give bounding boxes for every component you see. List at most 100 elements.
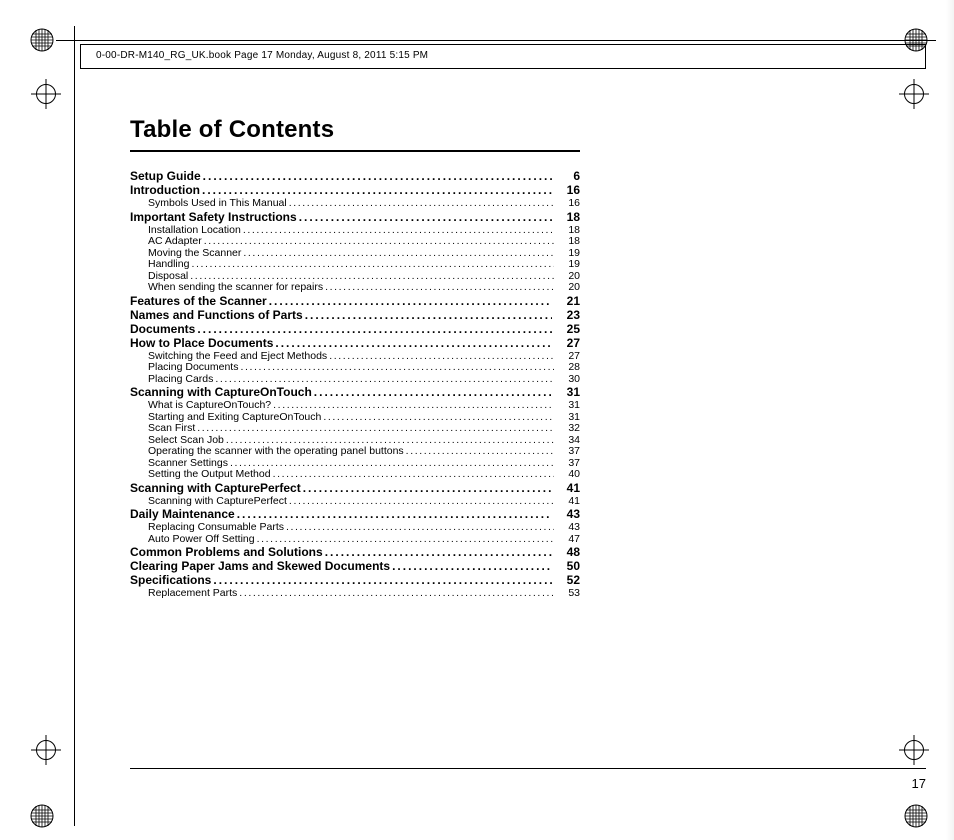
page-number: 17 — [912, 776, 926, 791]
toc-leader — [269, 295, 552, 307]
toc-page: 53 — [556, 588, 580, 599]
toc-subitem: Placing Documents28 — [130, 362, 580, 373]
toc-section: How to Place Documents 27 — [130, 337, 580, 349]
table-of-contents: Setup Guide6Introduction16Symbols Used i… — [130, 170, 580, 599]
toc-label: Placing Documents — [148, 362, 238, 373]
toc-label: Scanning with CapturePerfect — [148, 496, 287, 507]
toc-subitem: Disposal20 — [130, 271, 580, 282]
toc-leader — [204, 236, 554, 247]
toc-subitem: Replacement Parts53 — [130, 588, 580, 599]
toc-subitem: What is CaptureOnTouch?31 — [130, 400, 580, 411]
toc-leader — [202, 184, 552, 196]
source-file-path: 0-00-DR-M140_RG_UK.book Page 17 Monday, … — [96, 50, 428, 61]
toc-label: Features of the Scanner — [130, 295, 267, 307]
toc-page: 27 — [554, 337, 580, 349]
toc-leader — [230, 458, 554, 469]
toc-subitem: Placing Cards30 — [130, 374, 580, 385]
toc-leader — [273, 400, 554, 411]
toc-page: 18 — [556, 225, 580, 236]
header-rule — [925, 44, 926, 68]
toc-label: Scanning with CapturePerfect — [130, 482, 301, 494]
toc-page: 37 — [556, 458, 580, 469]
toc-leader — [191, 259, 554, 270]
toc-leader — [213, 574, 552, 586]
toc-leader — [275, 337, 552, 349]
toc-leader — [243, 225, 554, 236]
toc-leader — [329, 351, 554, 362]
scanned-page: { "header": { "path_line": "0-00-DR-M140… — [0, 0, 954, 840]
toc-label: Scanner Settings — [148, 458, 228, 469]
toc-subitem: When sending the scanner for repairs20 — [130, 282, 580, 293]
toc-page: 47 — [556, 534, 580, 545]
toc-leader — [257, 534, 554, 545]
toc-section: Documents25 — [130, 323, 580, 335]
toc-section: Introduction16 — [130, 184, 580, 196]
toc-label: Specifications — [130, 574, 211, 586]
toc-page: 23 — [554, 309, 580, 321]
toc-label: Operating the scanner with the operating… — [148, 446, 404, 457]
toc-page: 27 — [556, 351, 580, 362]
footer-rule — [130, 768, 926, 769]
toc-label: Introduction — [130, 184, 200, 196]
toc-subitem: Handling19 — [130, 259, 580, 270]
toc-label: Scanning with CaptureOnTouch — [130, 386, 312, 398]
toc-subitem: Operating the scanner with the operating… — [130, 446, 580, 457]
toc-leader — [303, 482, 552, 494]
header-rule — [80, 68, 926, 69]
toc-label: Select Scan Job — [148, 435, 224, 446]
toc-subitem: Setting the Output Method 40 — [130, 469, 580, 480]
registration-mark-icon — [36, 740, 56, 760]
page-title: Table of Contents — [130, 116, 580, 144]
toc-page: 16 — [556, 198, 580, 209]
toc-subitem: AC Adapter18 — [130, 236, 580, 247]
toc-leader — [197, 423, 554, 434]
toc-section: Scanning with CapturePerfect41 — [130, 482, 580, 494]
toc-label: Common Problems and Solutions — [130, 546, 323, 558]
toc-page: 31 — [556, 412, 580, 423]
toc-subitem: Scanning with CapturePerfect41 — [130, 496, 580, 507]
toc-page: 19 — [556, 248, 580, 259]
toc-label: When sending the scanner for repairs — [148, 282, 323, 293]
toc-leader — [325, 282, 554, 293]
toc-subitem: Auto Power Off Setting47 — [130, 534, 580, 545]
toc-leader — [406, 446, 554, 457]
registration-mark-icon — [904, 84, 924, 104]
crop-ornament-icon — [30, 804, 54, 828]
toc-leader — [240, 362, 554, 373]
toc-label: Scan First — [148, 423, 195, 434]
toc-label: Names and Functions of Parts — [130, 309, 303, 321]
toc-leader — [289, 496, 554, 507]
toc-subitem: Starting and Exiting CaptureOnTouch 31 — [130, 412, 580, 423]
title-underline — [130, 150, 580, 152]
toc-label: AC Adapter — [148, 236, 202, 247]
toc-section: Common Problems and Solutions48 — [130, 546, 580, 558]
toc-subitem: Select Scan Job 34 — [130, 435, 580, 446]
toc-section: Setup Guide 6 — [130, 170, 580, 182]
toc-label: Setup Guide — [130, 170, 201, 182]
registration-mark-icon — [904, 740, 924, 760]
toc-label: Clearing Paper Jams and Skewed Documents — [130, 560, 390, 572]
toc-page: 6 — [554, 170, 580, 182]
toc-label: How to Place Documents — [130, 337, 273, 349]
toc-leader — [239, 588, 554, 599]
toc-page: 21 — [554, 295, 580, 307]
toc-page: 34 — [556, 435, 580, 446]
toc-subitem: Switching the Feed and Eject Methods 27 — [130, 351, 580, 362]
toc-leader — [392, 560, 552, 572]
toc-leader — [237, 508, 552, 520]
toc-page: 32 — [556, 423, 580, 434]
toc-label: Daily Maintenance — [130, 508, 235, 520]
scan-edge-shadow — [946, 0, 954, 840]
toc-label: Handling — [148, 259, 189, 270]
toc-page: 18 — [554, 211, 580, 223]
toc-leader — [203, 170, 552, 182]
toc-leader — [325, 546, 552, 558]
toc-label: Starting and Exiting CaptureOnTouch — [148, 412, 321, 423]
toc-subitem: Installation Location18 — [130, 225, 580, 236]
toc-subitem: Symbols Used in This Manual16 — [130, 198, 580, 209]
toc-section: Daily Maintenance 43 — [130, 508, 580, 520]
toc-page: 50 — [554, 560, 580, 572]
toc-label: Switching the Feed and Eject Methods — [148, 351, 327, 362]
toc-section: Clearing Paper Jams and Skewed Documents… — [130, 560, 580, 572]
toc-page: 43 — [554, 508, 580, 520]
